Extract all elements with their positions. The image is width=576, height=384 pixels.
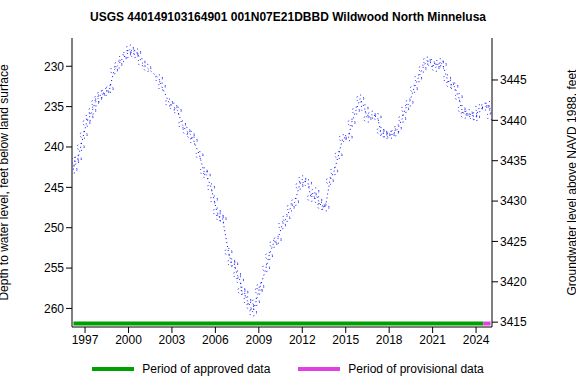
- svg-text:250: 250: [44, 221, 64, 235]
- html-text:USGS 440149103164901 001N07E21: USGS 440149103164901 001N07E21DBBD Wildw…: [90, 10, 486, 24]
- svg-text:2006: 2006: [202, 333, 229, 347]
- svg-text:3425: 3425: [500, 235, 527, 249]
- svg-text:2003: 2003: [159, 333, 186, 347]
- svg-text:255: 255: [44, 261, 64, 275]
- svg-text:2024: 2024: [463, 333, 490, 347]
- svg-text:240: 240: [44, 140, 64, 154]
- svg-text:3440: 3440: [500, 114, 527, 128]
- svg-text:2021: 2021: [419, 333, 446, 347]
- svg-text:2015: 2015: [332, 333, 359, 347]
- svg-text:3435: 3435: [500, 154, 527, 168]
- svg-text:1997: 1997: [72, 333, 99, 347]
- svg-text:Groundwater level above NAVD 1: Groundwater level above NAVD 1988, feet: [565, 69, 568, 296]
- html-text:Period of approved data: Period of approved data: [142, 362, 271, 376]
- svg-text:235: 235: [44, 100, 64, 114]
- svg-text:245: 245: [44, 181, 64, 195]
- svg-text:2000: 2000: [115, 333, 142, 347]
- svg-text:Depth to water level, feet bel: Depth to water level, feet below land su…: [8, 64, 11, 300]
- svg-text:230: 230: [44, 60, 64, 74]
- svg-text:3430: 3430: [500, 194, 527, 208]
- svg-text:2012: 2012: [289, 333, 316, 347]
- svg-text:2009: 2009: [245, 333, 272, 347]
- svg-text:2018: 2018: [376, 333, 403, 347]
- svg-text:3420: 3420: [500, 275, 527, 289]
- svg-text:3415: 3415: [500, 315, 527, 329]
- svg-text:3445: 3445: [500, 73, 527, 87]
- svg-text:260: 260: [44, 302, 64, 316]
- html-text:Period of provisional data: Period of provisional data: [348, 362, 484, 376]
